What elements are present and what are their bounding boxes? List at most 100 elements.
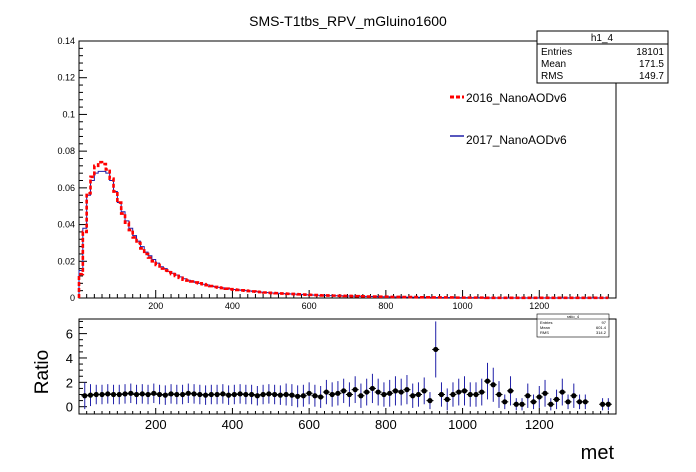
ratio-point [105,391,111,397]
ratio-point [548,401,554,407]
stats-mean-label: Mean [541,59,566,70]
top-y-tick-label: 0.12 [57,73,75,83]
stats-entries-value: 18101 [636,47,664,58]
ratio-point [467,391,473,398]
ratio-point [179,391,186,398]
histogram-line-2016_NanoAODv6 [77,160,609,300]
ratio-point [433,346,439,353]
stats-rms-value: 149.7 [639,71,664,82]
legend-2017-label: 2017_NanoAODv6 [466,133,567,147]
bottom-panel: 0 2 4 6 200 400 600 800 1000 1200 ratio_4 Entrie… [32,313,617,464]
ratio-point [369,385,376,392]
ratio-point [473,391,479,398]
ratio-point [318,394,324,400]
ratio-point [571,393,577,399]
ratio-point [139,391,145,397]
ratio-point [87,392,94,398]
bottom-x-tick-label: 1000 [448,417,477,432]
ratio-point [364,389,370,395]
top-x-tick-label: 1200 [529,301,549,311]
ratio-point [300,393,306,399]
top-x-tick-label: 400 [225,301,240,311]
ratio-point [295,393,301,399]
top-y-tick-label: 0.14 [57,36,75,46]
ratio-point [214,391,220,398]
top-y-tick-label: 0 [70,293,75,303]
ratio-point [438,391,445,398]
ratio-point [128,390,134,396]
ratio-point [582,399,588,405]
ratio-point [277,392,283,398]
ratio-point [450,391,456,398]
ratio-point [398,389,404,395]
bottom-y-tick-label: 0 [66,400,73,415]
ratio-point [151,390,157,396]
ratio-point [133,391,140,398]
ratio-point [513,401,519,407]
ratio-point [444,396,450,402]
ratio-point [410,393,416,399]
ratio-point [559,389,565,395]
ratio-point [266,391,272,397]
stats-rms-label: RMS [541,71,564,82]
ratio-point [496,391,502,398]
top-y-tick-label: 0.04 [57,220,75,230]
ratio-point [122,391,128,397]
ratio-point [375,389,381,395]
ratio-point [231,391,237,398]
ratio-stats-rms-label: RMS [540,330,549,335]
ratio-point [289,392,295,398]
ratio-stats-frame [536,313,610,338]
ratio-point [110,391,117,398]
ratio-point [605,401,611,407]
bottom-y-axis: 0 2 4 6 [66,320,87,415]
ratio-point [565,399,571,405]
ratio-point [335,390,341,396]
ratio-point [387,390,393,396]
top-plot-frame [78,40,617,299]
ratio-point [415,391,422,398]
ratio-stats-title: ratio_4 [567,314,580,319]
ratio-points [81,321,612,411]
ratio-stats-entries-label: Entries [540,320,552,325]
top-x-tick-label: 1000 [453,301,473,311]
ratio-point [283,391,289,398]
ratio-point [82,393,88,399]
ratio-stats-box: ratio_4 Entries 97 Mean 601.4 RMS 314.2 [536,313,610,338]
stats-entries-label: Entries [541,47,572,58]
chart-title: SMS-T1tbs_RPV_mGluino1600 [249,13,447,29]
ratio-point [456,389,462,395]
ratio-stats-rms-value: 314.2 [596,330,607,335]
ratio-point [197,391,203,398]
ratio-point [156,391,163,398]
ratio-point [145,391,151,398]
ratio-point [404,387,410,393]
bottom-x-tick-label: 800 [375,417,397,432]
ratio-point [484,378,491,384]
ratio-point [116,391,122,398]
bottom-x-axis: 200 400 600 800 1000 1200 [78,408,617,432]
ratio-point [576,399,583,405]
top-y-tick-label: 0.02 [57,256,75,266]
ratio-point [502,399,508,405]
ratio-point [352,387,358,393]
ratio-point [329,391,335,398]
ratio-point [254,393,260,399]
ratio-point [168,391,174,397]
ratio-point [461,388,468,394]
top-panel: 0 0.02 0.04 0.06 0.08 0.1 0.12 0.14 200 400 600 80… [57,30,669,311]
ratio-stats-mean-value: 601.4 [596,325,607,330]
bottom-y-tick-label: 6 [66,327,73,342]
top-y-tick-label: 0.1 [62,109,75,119]
ratio-point [99,391,105,398]
series-2016-histogram [77,160,609,300]
ratio-point [202,392,209,398]
top-x-tick-label: 200 [148,301,163,311]
ratio-point [249,391,255,398]
ratio-point [208,391,214,398]
ratio-point [358,393,364,399]
stats-box-frame [536,30,669,84]
bottom-x-tick-label: 600 [298,417,320,432]
ratio-point [260,391,266,398]
